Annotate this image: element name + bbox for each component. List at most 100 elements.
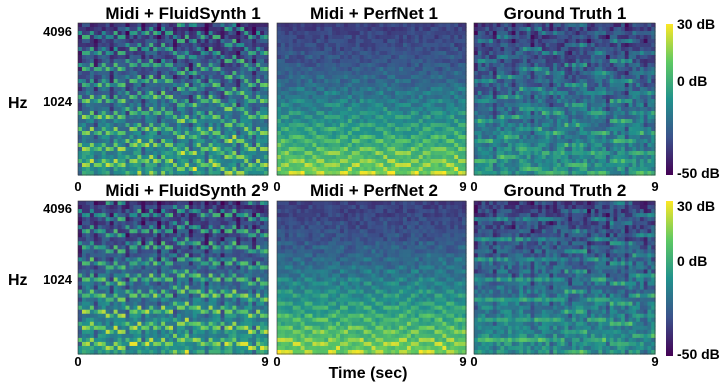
spectrogram-cell (351, 75, 357, 80)
spectrogram-cell (351, 119, 357, 124)
spectrogram-cell (328, 59, 333, 64)
spectrogram-cell (89, 87, 95, 92)
spectrogram-cell (252, 111, 257, 116)
spectrogram-cell (284, 147, 290, 152)
spectrogram-cell (264, 99, 269, 104)
spectrogram-cell (304, 103, 310, 108)
spectrogram-cell (564, 79, 569, 84)
spectrogram-cell (526, 99, 532, 104)
spectrogram-cell (442, 83, 447, 88)
spectrogram-cell (277, 23, 282, 28)
spectrogram-cell (236, 31, 241, 36)
spectrogram-cell (169, 163, 174, 168)
spectrogram-cell (292, 135, 298, 140)
spectrogram-cell (523, 83, 528, 88)
spectrogram-cell (89, 55, 95, 60)
spectrogram-cell (355, 107, 361, 112)
spectrogram-cell (575, 87, 581, 92)
spectrogram-cell (173, 143, 178, 148)
spectrogram-cell (414, 135, 420, 140)
spectrogram-cell (343, 131, 349, 136)
spectrogram-cell (212, 103, 218, 108)
spectrogram-cell (188, 55, 194, 60)
spectrogram-cell (224, 119, 230, 124)
spectrogram-cell (188, 27, 194, 32)
spectrogram-cell (320, 23, 325, 28)
spectrogram-cell (391, 139, 396, 144)
spectrogram-cell (485, 79, 490, 84)
spectrogram-cell (260, 119, 265, 124)
spectrogram-cell (216, 55, 222, 60)
spectrogram-cell (492, 63, 498, 68)
spectrogram-cell (165, 139, 170, 144)
spectrogram-cell (507, 55, 513, 60)
spectrogram-cell (109, 103, 115, 108)
spectrogram-cell (553, 151, 558, 156)
spectrogram-cell (511, 155, 517, 160)
spectrogram-cell (157, 115, 162, 120)
spectrogram-cell (133, 171, 138, 176)
spectrogram-cell (252, 143, 257, 148)
spectrogram-cell (121, 143, 127, 148)
spectrogram-cell (474, 163, 479, 168)
spectrogram-cell (169, 159, 174, 164)
spectrogram-cell (133, 135, 138, 140)
spectrogram-cell (572, 107, 577, 112)
spectrogram-cell (375, 91, 380, 96)
spectrogram-cell (343, 143, 349, 148)
spectrogram-cell (602, 27, 607, 32)
spectrogram-cell (343, 23, 349, 28)
spectrogram-cell (406, 83, 412, 88)
spectrogram-cell (355, 23, 361, 28)
spectrogram-cell (137, 35, 142, 40)
spectrogram-cell (101, 71, 107, 76)
spectrogram-cell (328, 67, 333, 72)
spectrogram-cell (391, 99, 396, 104)
spectrogram-cell (264, 155, 269, 160)
spectrogram-cell (277, 55, 282, 60)
spectrogram-cell (284, 171, 290, 176)
spectrogram-cell (367, 131, 373, 136)
spectrogram-cell (403, 55, 408, 60)
spectrogram-cell (256, 39, 261, 44)
spectrogram-cell (492, 143, 498, 148)
spectrogram-cell (343, 139, 349, 144)
spectrogram-cell (359, 103, 365, 108)
spectrogram-cell (105, 159, 111, 164)
spectrogram-cell (308, 59, 314, 64)
spectrogram-cell (180, 143, 186, 148)
spectrogram-cell (277, 119, 282, 124)
spectrogram-cell (212, 115, 218, 120)
spectrogram-cell (359, 143, 365, 148)
spectrogram-cell (395, 31, 400, 36)
spectrogram-cell (180, 123, 186, 128)
spectrogram-cell (109, 167, 115, 172)
spectrogram-cell (161, 59, 166, 64)
spectrogram-cell (500, 67, 505, 72)
spectrogram-cell (200, 147, 206, 152)
spectrogram-cell (137, 115, 142, 120)
spectrogram-cell (602, 47, 607, 52)
spectrogram-cell (312, 71, 317, 76)
spectrogram-cell (430, 31, 436, 36)
spectrogram-cell (89, 119, 95, 124)
spectrogram-cell (316, 103, 321, 108)
spectrogram-cell (422, 75, 428, 80)
spectrogram-cell (422, 67, 428, 72)
spectrogram-cell (454, 75, 459, 80)
spectrogram-cell (438, 143, 443, 148)
spectrogram-cell (204, 171, 210, 176)
spectrogram-cell (418, 171, 424, 176)
spectrogram-cell (292, 127, 298, 132)
spectrogram-cell (320, 51, 325, 56)
spectrogram-cell (594, 95, 600, 100)
spectrogram-cell (212, 95, 218, 100)
spectrogram-cell (228, 103, 233, 108)
spectrogram-cell (430, 79, 436, 84)
spectrogram-cell (462, 99, 467, 104)
spectrogram-cell (296, 83, 302, 88)
spectrogram-cell (101, 63, 107, 68)
spectrogram-cell (81, 55, 87, 60)
spectrogram-cell (477, 47, 483, 52)
spectrogram-cell (485, 151, 490, 156)
